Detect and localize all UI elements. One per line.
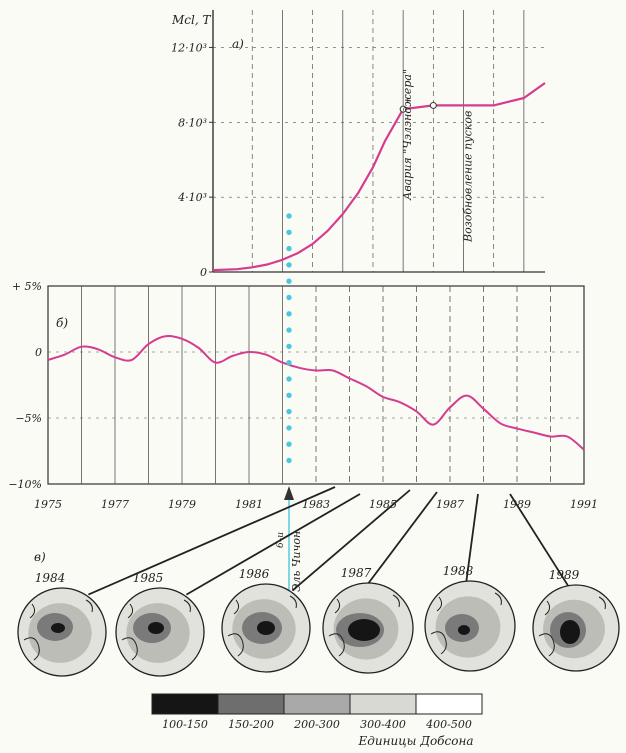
dobson-legend: 100-150 150-200 200-300 300-400 400-500 bbox=[151, 693, 483, 731]
panel-b-x-tick-label: 1975 bbox=[34, 498, 62, 511]
panel-b-y-tick-label: + 5% bbox=[12, 280, 42, 293]
panel-b-y-tick-label: −5% bbox=[15, 412, 42, 425]
annotation-challenger: Авария "Чэлэнджера" bbox=[401, 69, 414, 201]
panel-b-frame bbox=[47, 285, 585, 485]
panel-a-grid bbox=[209, 10, 545, 273]
map-pointer-line bbox=[185, 493, 361, 596]
panel-b-y-tick-label: 0 bbox=[35, 346, 42, 359]
legend-swatch bbox=[349, 693, 417, 715]
el-chichon-dot bbox=[286, 376, 292, 382]
map-pointer-line bbox=[464, 493, 479, 588]
panel-a-ylabel: Mcl, T bbox=[171, 13, 211, 27]
globe-year-label: 1988 bbox=[443, 564, 474, 578]
panel-a-marker bbox=[429, 101, 437, 109]
panel-b-y-tick-labels: + 5% 0 −5% −10% bbox=[8, 280, 42, 491]
globe-year-label: 1985 bbox=[133, 571, 164, 585]
el-chichon-dot bbox=[286, 229, 292, 235]
el-chichon-dot bbox=[286, 457, 292, 464]
el-chichon-dot bbox=[286, 327, 292, 333]
panel-b-x-tick-label: 1979 bbox=[168, 498, 196, 511]
globe-coastline bbox=[430, 592, 502, 655]
panel-c-ozone-maps: в) 1984 1985 1986 1987 1988 1989 100-150 150-2… bbox=[17, 486, 620, 748]
globe-year-label: 1986 bbox=[239, 567, 270, 581]
el-chichon-label: Эль Чичон bbox=[290, 531, 303, 592]
el-chichon-dotted-line bbox=[286, 213, 292, 464]
legend-label: 100-150 bbox=[162, 718, 208, 731]
globe-zone-100 bbox=[51, 623, 65, 633]
panel-a-marker bbox=[399, 105, 407, 113]
el-chichon-dot bbox=[286, 441, 292, 447]
legend-label: 150-200 bbox=[228, 718, 274, 731]
legend-title: Единицы Добсона bbox=[358, 734, 474, 748]
globe-year-label: 1989 bbox=[549, 568, 580, 582]
panel-a-markers bbox=[399, 101, 437, 113]
ozone-globe-1989: 1989 bbox=[532, 568, 620, 672]
el-chichon-dot bbox=[286, 213, 292, 219]
panel-b-x-tick-label: 1981 bbox=[235, 498, 263, 511]
globe-coastline bbox=[227, 595, 297, 657]
panel-b-x-tick-label: 1987 bbox=[436, 498, 464, 511]
panel-c-label: в) bbox=[34, 550, 46, 564]
globe-year-label: 1984 bbox=[35, 571, 66, 585]
legend-label: 200-300 bbox=[293, 718, 340, 731]
ozone-globe-1985: 1985 bbox=[115, 571, 205, 677]
panel-a-freon-chart: 0 4·10³ 8·10³ 12·10³ Mcl, T а) Авария "Чэлэ… bbox=[171, 10, 546, 279]
legend-label: 300-400 bbox=[360, 718, 406, 731]
panel-b-x-tick-labels: 197519771979198119831985198719891991 bbox=[34, 498, 598, 511]
el-chichon-dot bbox=[286, 343, 292, 350]
legend-swatch bbox=[217, 693, 285, 715]
globe-coastline bbox=[538, 596, 606, 657]
annotation-resumed-launches: Возобновление пусков bbox=[462, 111, 475, 243]
el-chichon-dot bbox=[286, 408, 292, 415]
map-pointer-line bbox=[88, 486, 336, 596]
map-pointer-line bbox=[362, 491, 438, 591]
el-chichon-arrowhead-icon bbox=[284, 486, 294, 500]
legend-label: 400-500 bbox=[425, 718, 472, 731]
panel-b-label: б) bbox=[56, 316, 68, 330]
globe-zone-100 bbox=[348, 619, 380, 641]
panel-a-series-line bbox=[212, 82, 546, 272]
ozone-globe-1987: 1987 bbox=[322, 566, 414, 674]
panel-a-y-tick-labels: 0 4·10³ 8·10³ 12·10³ bbox=[171, 41, 207, 279]
ozone-globes: 1984 1985 1986 1987 1988 1989 bbox=[17, 564, 620, 677]
globe-zone-100 bbox=[458, 625, 470, 635]
globe-zone-100 bbox=[560, 620, 580, 644]
el-chichon-dot bbox=[286, 262, 292, 268]
ozone-globe-1984: 1984 bbox=[17, 571, 107, 677]
globe-zone-100 bbox=[257, 621, 275, 635]
panel-a-y-tick-label: 8·10³ bbox=[178, 116, 207, 129]
map-pointer-line bbox=[291, 489, 411, 592]
panel-a-y-tick-label: 0 bbox=[200, 266, 207, 279]
globe-coastline bbox=[121, 599, 191, 661]
el-chichon-dot bbox=[286, 360, 292, 366]
globe-zone-100 bbox=[148, 622, 164, 634]
panel-b-y-tick-label: −10% bbox=[8, 478, 42, 491]
panel-a-y-tick-label: 12·10³ bbox=[171, 41, 207, 54]
panel-a-label: а) bbox=[232, 37, 244, 51]
el-chichon-dot bbox=[286, 425, 292, 431]
panel-b-x-tick-label: 1977 bbox=[101, 498, 129, 511]
panel-b-series-line bbox=[47, 334, 585, 451]
map-pointer-lines bbox=[88, 486, 573, 596]
el-chichon-dot bbox=[286, 294, 292, 301]
globe-coastline bbox=[328, 594, 400, 657]
panel-b-grid bbox=[48, 286, 584, 484]
legend-swatch bbox=[151, 693, 219, 715]
el-chichon-dot bbox=[286, 392, 292, 398]
panel-b-x-tick-label: 1991 bbox=[570, 498, 598, 511]
legend-swatch bbox=[283, 693, 351, 715]
ozone-globe-1988: 1988 bbox=[424, 564, 516, 672]
panel-b-ozone-trend-chart: + 5%0−5%−10% 1975 1977 1979 1981 1983 1985 198… bbox=[8, 280, 598, 511]
panel-a-y-tick-label: 4·10³ bbox=[177, 191, 207, 204]
panel-b-x-tick-label: 1983 bbox=[302, 498, 330, 511]
el-chichon-dot bbox=[286, 311, 292, 317]
legend-swatch bbox=[415, 693, 483, 715]
el-chichon-dot bbox=[286, 278, 292, 284]
map-pointer-line bbox=[509, 493, 573, 592]
ozone-globe-1986: 1986 bbox=[221, 567, 311, 673]
globe-coastline bbox=[23, 599, 93, 661]
globe-year-label: 1987 bbox=[341, 566, 372, 580]
el-chichon-dot bbox=[286, 245, 292, 252]
